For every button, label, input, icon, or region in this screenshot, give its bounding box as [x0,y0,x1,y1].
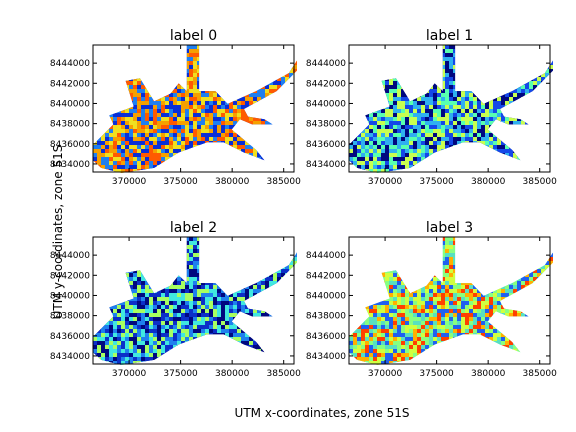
map-raster [349,45,553,173]
y-tick-label: 8436000 [306,332,346,342]
x-tick-label: 370000 [112,369,147,379]
x-tick-label: 380000 [215,369,250,379]
y-tick-label: 8444000 [306,59,346,69]
x-tick-label: 370000 [112,177,147,187]
x-tick-label: 375000 [163,369,198,379]
panel-3: label 3 370000 375000 380000 385000 8434000 84… [306,220,557,379]
y-tick-label: 8434000 [50,160,90,170]
y-tick-label: 8436000 [50,332,90,342]
y-tick-label: 8436000 [50,140,90,150]
axes-frame [92,236,295,365]
panel-title: label 1 [426,28,473,44]
x-tick-label: 385000 [267,369,302,379]
panel-title: label 2 [170,220,217,236]
panel-0: label 0 370000 375000 380000 385000 8434000 84… [50,28,301,187]
panel-title: label 0 [170,28,217,44]
x-tick-label: 375000 [419,369,454,379]
y-tick-label: 8438000 [50,120,90,130]
x-tick-label: 380000 [215,177,250,187]
y-tick-label: 8438000 [306,120,346,130]
x-tick-label: 385000 [523,177,558,187]
y-tick-label: 8440000 [50,99,90,109]
panel-title: label 3 [426,220,473,236]
panel-1: label 1 370000 375000 380000 385000 8434000 84… [306,28,557,187]
y-tick-label: 8442000 [50,271,90,281]
x-tick-label: 375000 [163,177,198,187]
y-tick-label: 8444000 [306,251,346,261]
y-tick-label: 8440000 [306,99,346,109]
y-tick-label: 8436000 [306,140,346,150]
y-tick-label: 8442000 [306,79,346,89]
x-tick-label: 380000 [471,369,506,379]
y-tick-label: 8444000 [50,59,90,69]
x-tick-label: 385000 [267,177,302,187]
axes-frame [348,236,551,365]
y-tick-label: 8434000 [50,352,90,362]
y-tick-label: 8440000 [306,291,346,301]
map-raster [349,237,553,365]
y-tick-label: 8442000 [50,79,90,89]
axes-frame [348,44,551,173]
panel-2: label 2 370000 375000 380000 385000 8434000 84… [50,220,301,379]
y-tick-label: 8440000 [50,291,90,301]
y-axis-label: UTM y-coordinates, zone 51S [51,145,65,320]
y-tick-label: 8434000 [306,352,346,362]
y-tick-label: 8442000 [306,271,346,281]
x-tick-label: 375000 [419,177,454,187]
x-tick-label: 385000 [523,369,558,379]
x-tick-label: 370000 [368,177,403,187]
y-tick-label: 8434000 [306,160,346,170]
y-tick-label: 8438000 [306,312,346,322]
map-raster [93,45,297,173]
axes-frame [92,44,295,173]
x-tick-label: 370000 [368,369,403,379]
map-raster [93,237,297,365]
y-tick-label: 8444000 [50,251,90,261]
y-tick-label: 8438000 [50,312,90,322]
x-axis-label: UTM x-coordinates, zone 51S [235,406,410,420]
x-tick-label: 380000 [471,177,506,187]
